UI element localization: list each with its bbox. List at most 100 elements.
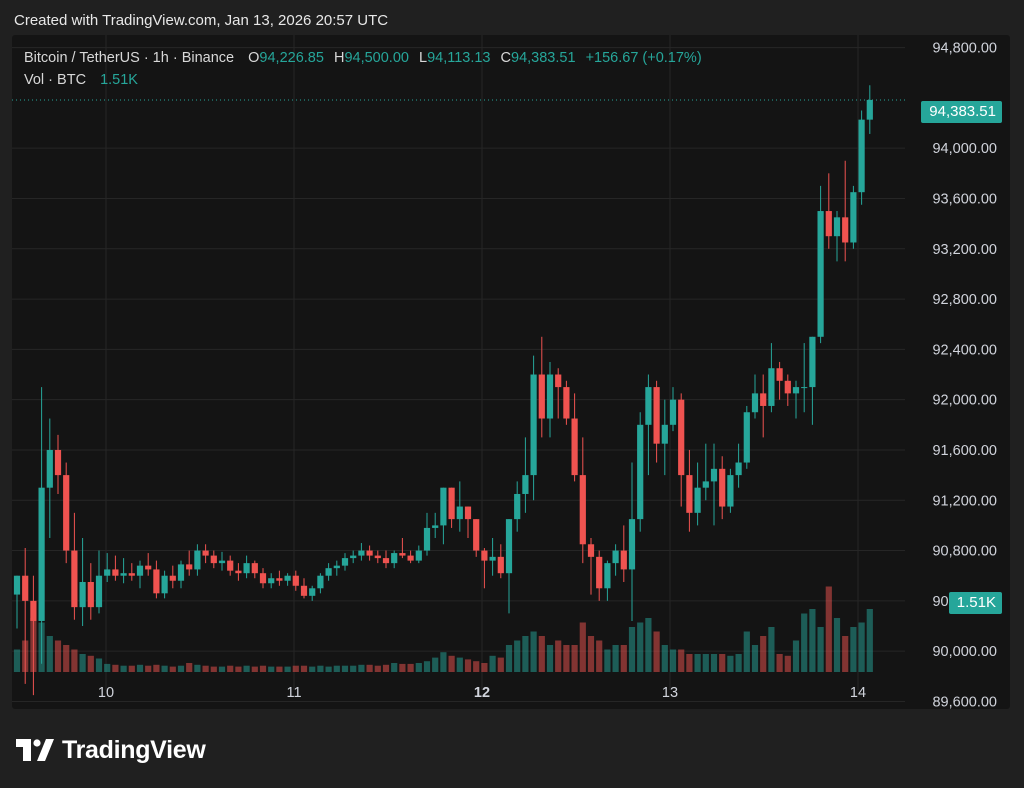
candle-body xyxy=(628,519,636,570)
volume-bar xyxy=(727,655,734,672)
candle-body xyxy=(292,575,299,586)
candle-body xyxy=(63,475,70,551)
volume-bar xyxy=(54,640,62,672)
volume-bar xyxy=(694,654,701,672)
legend-volume-label: Vol · BTC xyxy=(24,72,87,88)
chart-panel[interactable]: 89,600.0090,000.0090,400.0090,800.0091,2… xyxy=(12,35,1010,709)
candle-body xyxy=(735,462,742,476)
volume-bar xyxy=(661,645,668,672)
candle-body xyxy=(284,575,291,581)
x-axis-tick-label: 11 xyxy=(286,685,301,701)
candle-body xyxy=(300,585,308,596)
volume-bar xyxy=(768,627,775,672)
candle-body xyxy=(817,211,824,337)
volume-bar xyxy=(161,665,168,672)
volume-bar xyxy=(456,657,463,672)
candle-body xyxy=(784,380,791,394)
candle-body xyxy=(251,563,258,574)
candle-body xyxy=(768,368,775,406)
volume-bar xyxy=(251,666,258,672)
candle-body xyxy=(22,575,29,601)
candle-body xyxy=(350,555,357,559)
candle-body xyxy=(325,568,332,576)
volume-bar xyxy=(801,613,808,672)
candle-body xyxy=(678,399,685,476)
candle-body xyxy=(604,563,611,589)
candle-body xyxy=(637,424,644,520)
x-axis-tick-label: 14 xyxy=(850,685,866,701)
candle-body xyxy=(407,555,414,561)
candle-body xyxy=(514,493,521,520)
candle-body xyxy=(120,573,127,576)
legend-low-value: 94,113.13 xyxy=(427,50,491,66)
legend-open-label: O xyxy=(248,50,260,66)
volume-bar xyxy=(440,652,447,672)
candle-body xyxy=(686,475,693,513)
volume-bar xyxy=(218,666,226,672)
y-axis-tick-label: 91,200.00 xyxy=(932,493,997,509)
y-axis-tick-label: 90,000.00 xyxy=(932,644,997,660)
candle-body xyxy=(268,578,275,584)
volume-bar xyxy=(809,609,816,672)
volume-bar xyxy=(13,649,21,672)
candle-body xyxy=(825,211,832,237)
volume-bar xyxy=(522,636,529,672)
candle-body xyxy=(87,581,94,608)
volume-bar xyxy=(719,654,726,672)
candle-body xyxy=(792,387,800,394)
candle-body xyxy=(645,387,652,425)
candle-body xyxy=(202,550,209,556)
legend-high-value: 94,500.00 xyxy=(344,50,409,66)
candlestick-chart[interactable]: 89,600.0090,000.0090,400.0090,800.0091,2… xyxy=(12,35,1010,709)
volume-bar xyxy=(112,664,119,672)
volume-bar xyxy=(604,649,611,672)
legend-close-value: 94,383.51 xyxy=(511,50,576,66)
candle-body xyxy=(473,519,480,551)
candle-body xyxy=(440,487,447,526)
candle-body xyxy=(276,578,283,581)
candle-body xyxy=(38,487,45,621)
candle-body xyxy=(850,192,857,243)
volume-bar xyxy=(292,665,299,672)
volume-bar xyxy=(120,665,127,672)
volume-bar xyxy=(858,622,865,672)
volume-bar xyxy=(177,665,185,672)
volume-bar xyxy=(46,636,53,672)
legend-high-label: H xyxy=(333,50,345,66)
tradingview-logo[interactable]: TradingView xyxy=(16,733,206,767)
candle-body xyxy=(866,99,873,120)
x-axis-tick-label: 12 xyxy=(474,685,490,701)
candle-body xyxy=(710,468,718,482)
candle-body xyxy=(415,550,422,561)
legend-symbol-title: Bitcoin / TetherUS · 1h · Binance xyxy=(24,50,235,66)
candle-body xyxy=(210,555,217,564)
y-axis-tick-label: 93,600.00 xyxy=(932,191,997,207)
candle-body xyxy=(374,555,381,559)
candle-body xyxy=(128,573,135,576)
candle-body xyxy=(702,481,709,488)
candle-body xyxy=(497,556,504,574)
candle-body xyxy=(620,550,627,570)
candle-body xyxy=(333,565,340,569)
candle-body xyxy=(456,506,463,520)
candle-body xyxy=(563,387,570,419)
candle-body xyxy=(481,550,488,561)
candle-body xyxy=(776,368,783,381)
candle-body xyxy=(218,560,226,564)
candle-body xyxy=(661,424,668,444)
volume-bar xyxy=(268,666,275,672)
volume-bar xyxy=(202,665,209,672)
candle-body xyxy=(489,556,496,561)
volume-bar xyxy=(325,666,332,672)
volume-bar xyxy=(596,640,603,672)
candle-body xyxy=(719,468,726,507)
candle-body xyxy=(235,570,242,574)
candle-body xyxy=(243,563,250,574)
candle-body xyxy=(833,217,841,237)
legend-volume-row: Vol · BTC 1.51K xyxy=(24,72,138,88)
y-axis-tick-label: 91,600.00 xyxy=(932,443,997,459)
candle-body xyxy=(145,565,152,570)
volume-bar xyxy=(612,645,619,672)
candle-body xyxy=(30,600,37,621)
candle-body xyxy=(153,569,160,594)
